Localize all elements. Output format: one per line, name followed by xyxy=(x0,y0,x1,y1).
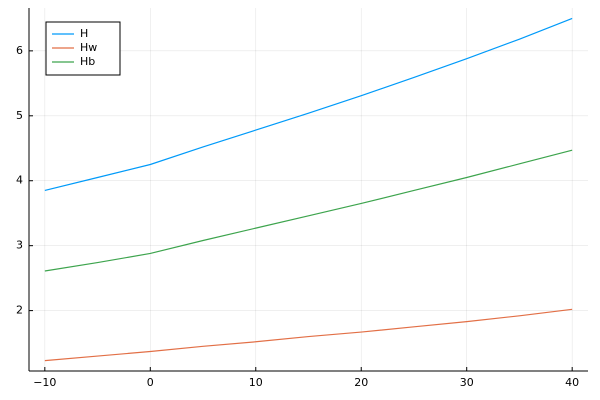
x-tick-label: 0 xyxy=(147,376,154,389)
legend-label: Hb xyxy=(80,55,95,68)
y-tick-label: 4 xyxy=(16,174,23,187)
x-tick-label: 40 xyxy=(565,376,579,389)
y-tick-label: 2 xyxy=(16,304,23,317)
y-tick-label: 6 xyxy=(16,44,23,57)
x-tick-label: −10 xyxy=(33,376,56,389)
legend-label: Hw xyxy=(80,41,97,54)
y-tick-label: 3 xyxy=(16,239,23,252)
line-series xyxy=(44,149,573,272)
line-series xyxy=(44,17,573,192)
x-tick-label: 10 xyxy=(249,376,263,389)
line-series xyxy=(44,308,573,362)
x-tick-label: 30 xyxy=(460,376,474,389)
y-tick-label: 5 xyxy=(16,109,23,122)
x-tick-label: 20 xyxy=(354,376,368,389)
legend-label: H xyxy=(80,27,88,40)
